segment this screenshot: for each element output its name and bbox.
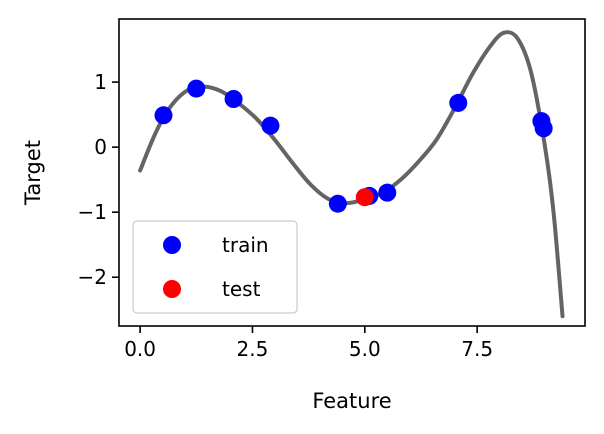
x-tick-label-3: 7.5 (461, 337, 493, 361)
legend: train test (132, 220, 298, 314)
train-point-6 (378, 183, 397, 202)
train-point-4 (328, 194, 347, 213)
train-point-2 (224, 90, 243, 108)
points-layer (154, 79, 553, 213)
x-tick-label-1: 2.5 (237, 337, 269, 361)
train-point-7 (449, 93, 468, 112)
train-point-9 (534, 119, 553, 138)
legend-marker-train (163, 236, 181, 254)
train-point-1 (187, 79, 206, 98)
x-axis-ticks: 0.0 2.5 5.0 7.5 (124, 326, 493, 361)
legend-label-test: test (222, 277, 261, 301)
train-point-3 (261, 116, 280, 135)
y-tick-label-3: −2 (78, 265, 107, 289)
train-point-0 (154, 106, 173, 125)
y-tick-label-1: 0 (94, 135, 107, 159)
legend-marker-test (163, 280, 181, 298)
legend-box (132, 220, 298, 314)
plot-frame (118, 18, 586, 327)
y-tick-label-0: 1 (94, 70, 107, 94)
x-axis-label: Feature (312, 389, 391, 413)
test-point-0 (355, 188, 374, 207)
x-tick-label-0: 0.0 (124, 337, 156, 361)
x-tick-label-2: 5.0 (349, 337, 381, 361)
y-tick-label-2: −1 (78, 200, 107, 224)
y-axis-label: Target (21, 140, 45, 206)
legend-label-train: train (222, 233, 269, 257)
y-axis-ticks: 1 0 −1 −2 (78, 70, 119, 289)
